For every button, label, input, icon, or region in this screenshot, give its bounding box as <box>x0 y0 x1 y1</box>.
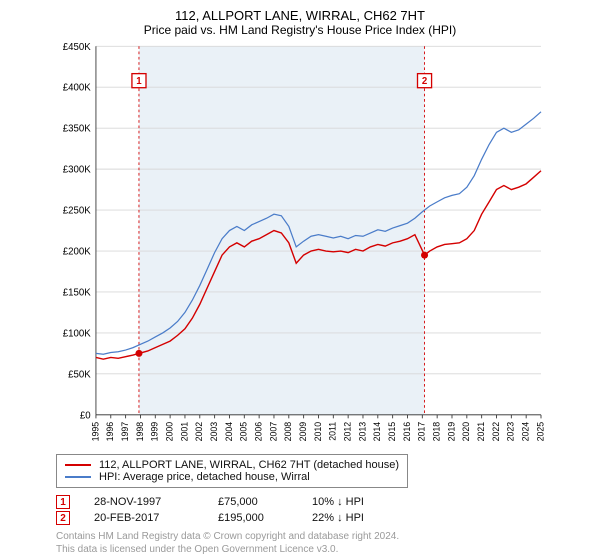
svg-text:2002: 2002 <box>194 422 204 442</box>
svg-text:2008: 2008 <box>283 422 293 442</box>
legend-item: 112, ALLPORT LANE, WIRRAL, CH62 7HT (det… <box>65 459 399 471</box>
transactions-table: 1 28-NOV-1997 £75,000 10% ↓ HPI 2 20-FEB-2017… <box>56 494 584 526</box>
svg-text:2020: 2020 <box>461 422 471 442</box>
svg-text:£200K: £200K <box>63 247 91 258</box>
chart-subtitle: Price paid vs. HM Land Registry's House … <box>16 23 584 37</box>
svg-text:2014: 2014 <box>372 422 382 442</box>
svg-text:£0: £0 <box>80 410 91 421</box>
svg-text:2011: 2011 <box>328 422 338 441</box>
svg-text:1998: 1998 <box>135 422 145 442</box>
legend-item: HPI: Average price, detached house, Wirr… <box>65 471 399 483</box>
svg-text:£250K: £250K <box>63 206 91 217</box>
svg-text:2010: 2010 <box>313 422 323 442</box>
svg-text:£100K: £100K <box>63 328 91 339</box>
svg-text:£400K: £400K <box>63 83 91 94</box>
svg-text:£50K: £50K <box>68 369 91 380</box>
transaction-date: 28-NOV-1997 <box>94 496 194 508</box>
transaction-marker: 1 <box>56 495 70 509</box>
svg-text:1996: 1996 <box>105 422 115 442</box>
svg-text:2000: 2000 <box>164 422 174 442</box>
svg-text:2005: 2005 <box>239 422 249 442</box>
svg-text:2019: 2019 <box>446 422 456 442</box>
svg-text:2023: 2023 <box>506 422 516 442</box>
svg-text:£300K: £300K <box>63 165 91 176</box>
legend-color-swatch <box>65 476 91 478</box>
svg-text:1999: 1999 <box>150 422 160 442</box>
svg-text:1: 1 <box>136 76 142 87</box>
svg-text:2013: 2013 <box>357 422 367 442</box>
transaction-hpi-delta: 22% ↓ HPI <box>312 512 402 524</box>
svg-text:2022: 2022 <box>491 422 501 442</box>
chart-plot-area: £0 £50K £100K £150K £200K £250K £300K £350K £400… <box>16 41 584 450</box>
footer-attribution: Contains HM Land Registry data © Crown c… <box>56 530 584 556</box>
svg-text:2006: 2006 <box>253 422 263 442</box>
svg-text:2009: 2009 <box>298 422 308 442</box>
legend-color-swatch <box>65 464 91 466</box>
transaction-date: 20-FEB-2017 <box>94 512 194 524</box>
transaction-hpi-delta: 10% ↓ HPI <box>312 496 402 508</box>
transaction-row: 2 20-FEB-2017 £195,000 22% ↓ HPI <box>56 510 584 526</box>
svg-text:2015: 2015 <box>387 422 397 442</box>
transaction-price: £75,000 <box>218 496 288 508</box>
svg-text:2018: 2018 <box>431 422 441 442</box>
svg-text:2024: 2024 <box>520 422 530 442</box>
transaction-row: 1 28-NOV-1997 £75,000 10% ↓ HPI <box>56 494 584 510</box>
chart-container: 112, ALLPORT LANE, WIRRAL, CH62 7HT Pric… <box>0 0 600 560</box>
legend: 112, ALLPORT LANE, WIRRAL, CH62 7HT (det… <box>56 454 408 488</box>
svg-text:2012: 2012 <box>342 422 352 442</box>
legend-label: HPI: Average price, detached house, Wirr… <box>99 471 310 483</box>
svg-text:2025: 2025 <box>535 422 545 442</box>
transaction-marker: 2 <box>56 511 70 525</box>
svg-text:£450K: £450K <box>63 42 91 53</box>
svg-text:2007: 2007 <box>268 422 278 442</box>
svg-text:2017: 2017 <box>417 422 427 442</box>
svg-text:£150K: £150K <box>63 287 91 298</box>
transaction-price: £195,000 <box>218 512 288 524</box>
svg-text:2003: 2003 <box>209 422 219 442</box>
svg-text:2: 2 <box>422 76 427 87</box>
svg-text:2021: 2021 <box>476 422 486 442</box>
svg-text:1997: 1997 <box>120 422 130 442</box>
legend-label: 112, ALLPORT LANE, WIRRAL, CH62 7HT (det… <box>99 459 399 471</box>
chart-title: 112, ALLPORT LANE, WIRRAL, CH62 7HT <box>16 8 584 23</box>
svg-text:2001: 2001 <box>179 422 189 442</box>
svg-text:1995: 1995 <box>90 422 100 442</box>
footer-line-2: This data is licensed under the Open Gov… <box>56 543 584 556</box>
line-chart-svg: £0 £50K £100K £150K £200K £250K £300K £350K £400… <box>16 41 584 450</box>
svg-text:£350K: £350K <box>63 124 91 135</box>
svg-text:2004: 2004 <box>224 422 234 442</box>
svg-text:2016: 2016 <box>402 422 412 442</box>
footer-line-1: Contains HM Land Registry data © Crown c… <box>56 530 584 543</box>
